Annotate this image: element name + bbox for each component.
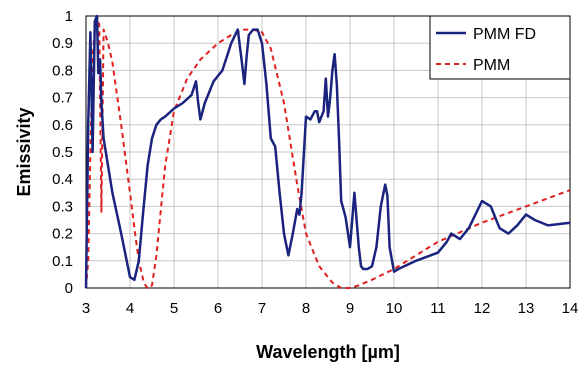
legend-box [429, 15, 571, 80]
series-line-pmm-fd [84, 14, 571, 289]
x-tick-label: 12 [474, 300, 491, 317]
x-tick-label: 11 [430, 300, 446, 317]
legend-label-pmm: PMM [473, 57, 510, 74]
x-tick-label: 6 [214, 300, 222, 317]
y-tick-label: 0.9 [52, 35, 73, 52]
x-tick-label: 3 [82, 300, 90, 317]
y-tick-label: 0.3 [52, 198, 73, 215]
x-tick-label: 13 [518, 300, 535, 317]
y-tick-label: 0.8 [52, 62, 73, 79]
y-tick-label: 0.5 [52, 144, 73, 161]
series-layer [84, 14, 571, 289]
x-tick-label: 10 [386, 300, 403, 317]
x-tick-label: 8 [302, 300, 310, 317]
y-tick-label: 1 [65, 8, 73, 25]
legend: PMM FD PMM [429, 15, 571, 80]
legend-label-pmm-fd: PMM FD [473, 26, 536, 43]
plot-area-border [85, 15, 571, 289]
y-tick-label: 0.4 [52, 171, 73, 188]
x-axis-title: Wavelength [µm] [256, 342, 400, 362]
y-tick-label: 0.7 [52, 90, 73, 107]
y-tick-labels: 0 0.1 0.2 0.3 0.4 0.5 0.6 0.7 0.8 0.9 1 [52, 8, 73, 297]
y-tick-label: 0 [65, 280, 73, 297]
x-tick-label: 14 [562, 300, 579, 317]
x-tick-label: 9 [346, 300, 354, 317]
y-axis-title: Emissivity [14, 107, 34, 196]
y-tick-label: 0.2 [52, 226, 73, 243]
y-tick-label: 0.1 [52, 253, 73, 270]
x-tick-labels: 3 4 5 6 7 8 9 10 11 12 13 14 [82, 300, 579, 317]
y-tick-label: 0.6 [52, 117, 73, 134]
x-tick-label: 7 [258, 300, 266, 317]
x-tick-label: 4 [126, 300, 134, 317]
x-tick-label: 5 [170, 300, 178, 317]
